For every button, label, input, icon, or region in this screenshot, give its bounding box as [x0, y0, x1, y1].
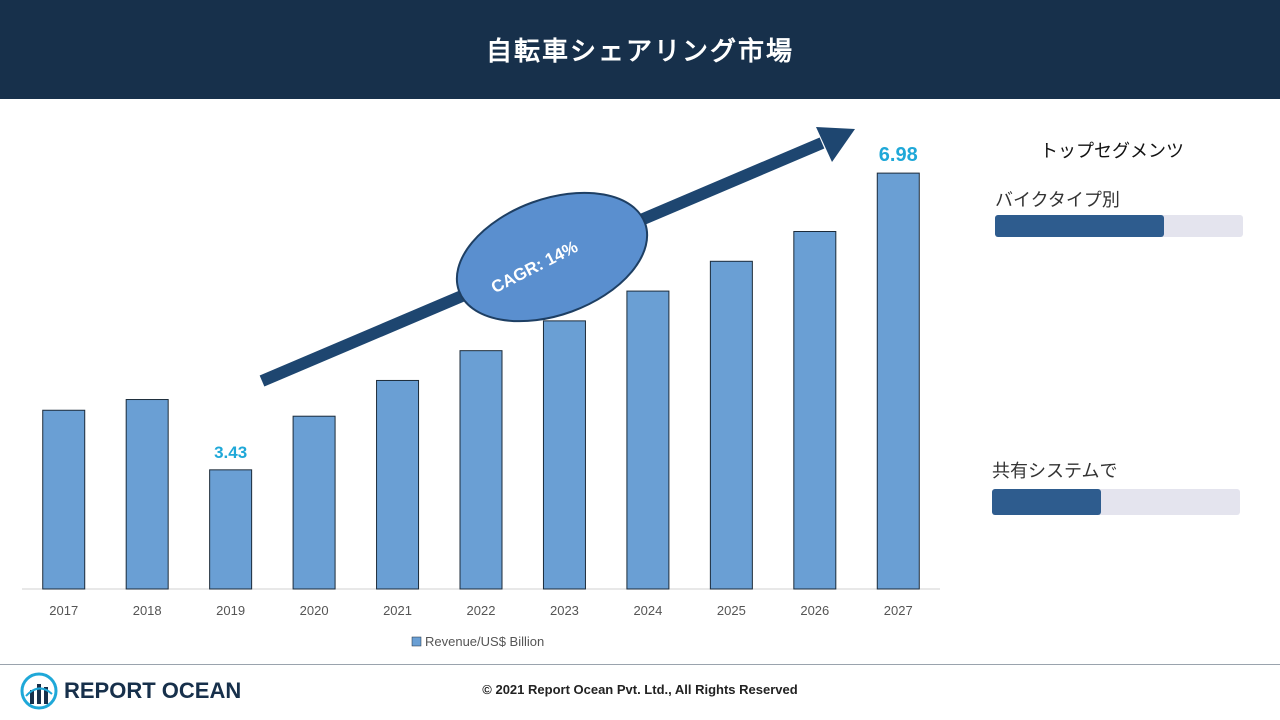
segment-bar-bike-type: [995, 215, 1243, 237]
legend-label: Revenue/US$ Billion: [425, 634, 544, 649]
x-tick-label-2023: 2023: [550, 603, 579, 618]
cagr-ellipse: [455, 191, 649, 323]
logo-text: REPORT OCEAN: [64, 678, 242, 703]
segment-label-bike-type: バイクタイプ別: [995, 190, 1120, 211]
data-label-2027: 6.98: [879, 144, 918, 166]
bar-2024: [626, 290, 670, 590]
page-header: 自転車シェアリング市場: [0, 0, 1280, 99]
x-tick-label-2018: 2018: [133, 603, 162, 618]
bar-2018: [125, 399, 169, 590]
footer-divider: [0, 664, 1280, 665]
cagr-arrow-head: [816, 127, 855, 162]
bar-2026: [793, 231, 837, 590]
bar-chart: 2017 2018 2019 2020 2021 2022 2023 2024 2025 2026…: [22, 127, 940, 649]
x-tick-label-2019: 2019: [216, 603, 245, 618]
segment-bar-fill-bike-type: [995, 215, 1164, 237]
segment-label-sharing-system: 共有システムで: [992, 461, 1118, 482]
bar-2020: [292, 415, 336, 590]
x-tick-label-2025: 2025: [717, 603, 746, 618]
bar-2017: [42, 409, 86, 590]
x-tick-label-2026: 2026: [800, 603, 829, 618]
bar-2019: [209, 469, 253, 590]
x-tick-label-2027: 2027: [884, 603, 913, 618]
bar-2021: [376, 379, 420, 590]
bar-2025: [709, 260, 753, 590]
bar-2022: [459, 350, 503, 590]
x-tick-label-2022: 2022: [467, 603, 496, 618]
bar-2023: [542, 320, 586, 590]
bar-2027: [876, 172, 920, 590]
data-label-2019: 3.43: [214, 443, 247, 462]
x-tick-label-2020: 2020: [300, 603, 329, 618]
globe-icon: [20, 672, 58, 710]
copyright-text: © 2021 Report Ocean Pvt. Ltd., All Right…: [482, 682, 798, 697]
legend-swatch: [411, 636, 422, 647]
page-title: 自転車シェアリング市場: [485, 37, 794, 67]
segments-title: トップセグメンツ: [1040, 141, 1184, 162]
segment-bar-sharing-system: [992, 489, 1240, 515]
x-tick-label-2017: 2017: [49, 603, 78, 618]
segment-bar-fill-sharing-system: [992, 489, 1102, 515]
x-tick-label-2024: 2024: [633, 603, 662, 618]
x-tick-label-2021: 2021: [383, 603, 412, 618]
report-ocean-logo: REPORT OCEAN: [20, 671, 241, 711]
